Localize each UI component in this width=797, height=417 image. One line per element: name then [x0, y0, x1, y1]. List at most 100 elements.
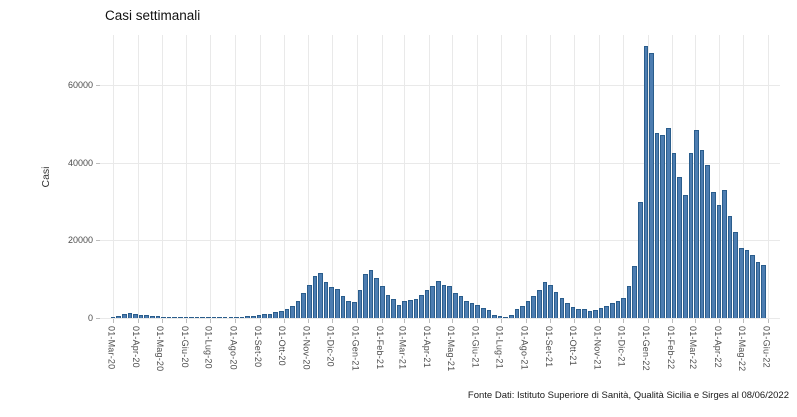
weekly-cases-bar — [250, 315, 256, 318]
weekly-cases-bar — [677, 176, 682, 318]
weekly-cases-bar — [357, 289, 363, 318]
weekly-cases-bar — [200, 317, 206, 318]
weekly-cases-bar — [385, 294, 391, 318]
x-gridline — [768, 35, 769, 318]
x-gridline — [234, 35, 236, 318]
weekly-cases-bar — [335, 288, 340, 318]
x-tick-label: 01-Apr-21 — [422, 326, 433, 368]
weekly-cases-bar — [194, 317, 200, 318]
x-tick-label: 01-Set-20 — [253, 326, 264, 368]
x-tick-label: 01-Mag-22 — [736, 326, 747, 372]
weekly-cases-bar — [531, 296, 537, 318]
x-tick-label: 01-Feb-22 — [665, 326, 676, 370]
x-tick-label: 01-Gen-22 — [641, 326, 652, 371]
x-gridline — [283, 35, 285, 318]
weekly-cases-bar — [750, 254, 755, 318]
weekly-cases-bar — [761, 264, 767, 318]
weekly-cases-bar — [525, 301, 531, 318]
y-gridline — [100, 318, 780, 319]
y-gridline — [100, 240, 780, 242]
x-gridline — [137, 35, 139, 318]
x-tick-label: 01-Apr-20 — [131, 326, 142, 368]
weekly-cases-bar — [587, 311, 593, 318]
x-gridline — [381, 35, 383, 318]
weekly-cases-bar — [705, 164, 710, 318]
x-tick-label: 01-Apr-22 — [712, 326, 723, 368]
x-tick-mark — [186, 319, 188, 323]
weekly-cases-bar — [452, 292, 458, 318]
weekly-cases-bar — [323, 281, 329, 318]
weekly-cases-bar — [290, 305, 295, 318]
weekly-cases-bar — [206, 317, 211, 318]
weekly-cases-bar — [279, 310, 284, 318]
x-tick-label: 01-Dic-20 — [325, 326, 336, 367]
y-gridline — [100, 85, 780, 87]
weekly-cases-bar — [391, 298, 396, 318]
weekly-cases-bar — [503, 317, 508, 318]
weekly-cases-bar — [262, 314, 267, 318]
weekly-cases-bar — [739, 248, 744, 318]
weekly-cases-bar — [469, 303, 475, 318]
x-tick-mark — [381, 319, 383, 323]
weekly-cases-bar — [626, 286, 632, 318]
weekly-cases-bar — [256, 314, 262, 318]
weekly-cases-bar — [475, 304, 480, 318]
weekly-cases-bar — [733, 231, 738, 318]
weekly-cases-bar — [413, 299, 419, 318]
weekly-cases-bar — [138, 314, 144, 318]
y-tick-mark — [96, 318, 100, 319]
x-tick-label: 01-Gen-21 — [350, 326, 361, 371]
weekly-cases-bar — [419, 294, 424, 318]
weekly-cases-bar — [621, 298, 626, 318]
weekly-cases-bar — [565, 303, 570, 318]
weekly-cases-bar — [346, 300, 351, 318]
x-tick-label: 01-Giu-22 — [761, 326, 772, 368]
x-gridline — [113, 35, 114, 318]
weekly-cases-bar — [408, 299, 413, 318]
weekly-cases-bar — [660, 134, 666, 318]
weekly-cases-bar — [368, 269, 374, 318]
weekly-cases-bar — [464, 301, 469, 318]
weekly-cases-bar — [441, 284, 447, 318]
weekly-cases-bar — [492, 314, 497, 318]
weekly-cases-bar — [682, 194, 688, 318]
x-gridline — [356, 35, 358, 318]
x-tick-mark — [137, 319, 139, 323]
weekly-cases-bar — [351, 302, 357, 318]
weekly-cases-bar — [710, 191, 716, 318]
x-tick-mark — [428, 319, 430, 323]
x-tick-mark — [113, 319, 114, 323]
weekly-cases-bar — [239, 316, 245, 318]
y-tick-mark — [96, 162, 100, 164]
y-tick-mark — [96, 240, 100, 242]
weekly-cases-bar — [559, 298, 565, 318]
weekly-cases-bar — [593, 309, 598, 318]
x-tick-mark — [332, 319, 334, 323]
weekly-cases-bar — [576, 309, 581, 318]
weekly-cases-bar — [615, 300, 621, 318]
weekly-cases-bar — [318, 272, 323, 318]
y-tick-label: 0 — [87, 313, 93, 323]
x-tick-mark — [743, 319, 745, 323]
weekly-cases-bar — [379, 286, 385, 318]
x-tick-mark — [599, 319, 601, 323]
weekly-cases-bar — [671, 152, 677, 318]
x-tick-label: 01-Dic-21 — [616, 326, 627, 367]
x-tick-mark — [477, 319, 479, 323]
weekly-cases-bar — [295, 301, 301, 318]
weekly-cases-bar — [149, 315, 155, 318]
weekly-cases-bar — [486, 309, 492, 318]
x-tick-mark — [719, 319, 721, 323]
weekly-cases-bar — [654, 133, 660, 318]
x-tick-label: 01-Ott-20 — [277, 326, 288, 366]
weekly-cases-bar — [480, 307, 486, 318]
x-gridline — [599, 35, 601, 318]
x-tick-mark — [768, 319, 769, 323]
x-tick-mark — [308, 319, 310, 323]
weekly-cases-bar — [340, 296, 346, 318]
weekly-cases-bar — [273, 312, 278, 318]
weekly-cases-bar — [716, 204, 722, 318]
weekly-cases-bar — [166, 317, 172, 318]
weekly-cases-bar — [699, 149, 705, 318]
